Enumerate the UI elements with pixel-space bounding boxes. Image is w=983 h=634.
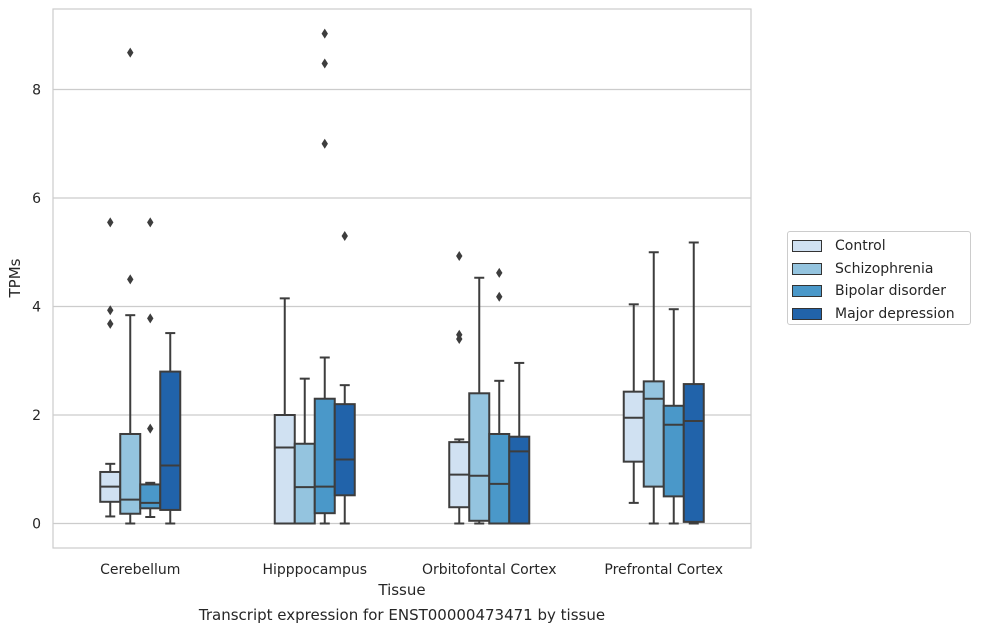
y-tick-label: 2	[32, 408, 41, 424]
box-iqr	[622, 390, 645, 463]
legend-swatch	[792, 262, 822, 275]
legend-label: Bipolar disorder	[835, 283, 947, 300]
box-1-2	[313, 28, 336, 525]
legend-item: Major depression	[792, 303, 970, 326]
y-tick-label: 6	[32, 191, 41, 207]
legend: Control Schizophrenia Bipolar disorder Majo…	[787, 231, 971, 325]
y-tick-label: 0	[32, 517, 41, 533]
outlier-point	[321, 138, 328, 149]
box-1-1	[293, 377, 316, 525]
box-iqr	[488, 432, 511, 525]
box-0-0	[99, 217, 122, 518]
outlier-point	[496, 291, 503, 302]
outlier-point	[147, 217, 154, 228]
box-1-0	[273, 297, 296, 525]
legend-item: Schizophrenia	[792, 258, 970, 281]
outlier-point	[147, 423, 154, 434]
legend-item: Control	[792, 235, 970, 258]
legend-swatch	[792, 307, 822, 320]
outlier-point	[107, 305, 114, 316]
box-2-3	[508, 361, 531, 525]
box-iqr	[508, 435, 531, 525]
box-iqr	[159, 370, 182, 511]
boxes	[99, 28, 705, 525]
box-0-3	[159, 332, 182, 525]
box-iqr	[468, 392, 491, 522]
legend-swatch	[792, 285, 822, 298]
box-iqr	[273, 414, 296, 525]
legend-label: Schizophrenia	[835, 260, 934, 277]
box-iqr	[119, 432, 142, 515]
y-tick-label: 8	[32, 83, 41, 99]
x-axis-ticks: Cerebellum Hipppocampus Orbitofontal Corte…	[100, 562, 723, 578]
outlier-point	[456, 251, 463, 262]
box-2-2	[488, 267, 511, 525]
box-iqr	[662, 404, 685, 498]
box-3-2	[662, 308, 685, 525]
legend-label: Major depression	[835, 305, 955, 322]
box-0-1	[119, 47, 142, 525]
chart-caption: Transcript expression for ENST0000047347…	[198, 606, 606, 624]
box-iqr	[682, 383, 705, 523]
outlier-point	[496, 267, 503, 278]
outlier-point	[107, 217, 114, 228]
box-3-0	[622, 303, 645, 504]
y-tick-label: 4	[32, 300, 41, 316]
x-tick-label: Prefrontal Cortex	[604, 562, 723, 578]
x-tick-label: Cerebellum	[100, 562, 180, 578]
legend-swatch	[792, 240, 822, 253]
outlier-point	[456, 329, 463, 340]
y-axis-ticks: 0 2 4 6 8	[32, 83, 41, 533]
box-iqr	[313, 397, 336, 515]
box-iqr	[333, 403, 356, 497]
y-axis-label: TPMs	[6, 258, 24, 298]
x-tick-label: Orbitofontal Cortex	[422, 562, 557, 578]
box-1-3	[333, 230, 356, 525]
x-tick-label: Hipppocampus	[262, 562, 367, 578]
outlier-point	[321, 28, 328, 39]
x-axis-label: Tissue	[377, 581, 425, 599]
outlier-point	[341, 230, 348, 241]
outlier-point	[127, 47, 134, 58]
box-3-3	[682, 241, 705, 525]
outlier-point	[127, 274, 134, 285]
outlier-point	[147, 313, 154, 324]
outlier-point	[107, 318, 114, 329]
box-iqr	[293, 442, 316, 525]
box-iqr	[642, 380, 665, 488]
legend-label: Control	[835, 238, 886, 255]
outlier-point	[321, 58, 328, 69]
box-iqr	[139, 483, 162, 510]
legend-item: Bipolar disorder	[792, 280, 970, 303]
